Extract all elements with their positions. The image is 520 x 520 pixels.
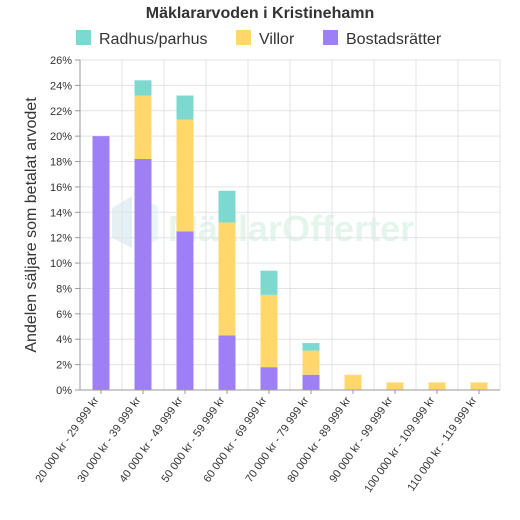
y-tick-label: 26% [50, 55, 72, 67]
y-tick-label: 2% [56, 360, 72, 372]
bars [92, 80, 488, 390]
y-tick-label: 12% [50, 233, 72, 245]
bar-segment [302, 343, 320, 351]
bar-segment [218, 222, 236, 336]
bar-segment [92, 136, 110, 390]
y-tick-label: 10% [50, 258, 72, 270]
bar-segment [176, 95, 194, 120]
bar-segment [260, 270, 278, 295]
bar-segment [134, 80, 152, 96]
legend-swatch [323, 30, 338, 45]
bar-segment [134, 95, 152, 159]
y-tick-label: 8% [56, 283, 72, 295]
bar-segment [428, 382, 446, 390]
legend-label: Villor [259, 31, 295, 48]
y-tick-label: 16% [50, 182, 72, 194]
bar-segment [344, 374, 362, 390]
y-tick-label: 18% [50, 157, 72, 169]
bar-segment [134, 159, 152, 390]
legend: Radhus/parhus Villor Bostadsrätter [76, 30, 442, 48]
y-tick-label: 0% [56, 385, 72, 397]
bar-segment [470, 382, 488, 390]
y-tick-label: 24% [50, 80, 72, 92]
y-tick-label: 22% [50, 106, 72, 118]
legend-swatch [76, 30, 91, 45]
bar-segment [218, 190, 236, 223]
bar-segment [260, 367, 278, 390]
x-tick-label: 100 000 kr - 109 999 kr [362, 395, 437, 495]
bar-segment [218, 335, 236, 390]
legend-label: Bostadsrätter [346, 31, 442, 48]
bar-segment [302, 350, 320, 375]
watermark-text: MäklarOfferter [168, 208, 414, 249]
y-axis-label: Andelen säljare som betalat arvodet [23, 97, 40, 353]
legend-label: Radhus/parhus [99, 31, 208, 48]
bar-segment [260, 294, 278, 368]
watermark: MäklarOfferter [112, 196, 414, 249]
y-tick-label: 4% [56, 334, 72, 346]
chart-title: Mäklararvoden i Kristinehamn [146, 5, 375, 22]
legend-swatch [236, 30, 251, 45]
bar-segment [176, 119, 194, 232]
y-tick-label: 6% [56, 309, 72, 321]
bar-segment [302, 374, 320, 390]
bar-segment [176, 231, 194, 390]
bar-segment [386, 382, 404, 390]
y-tick-label: 14% [50, 207, 72, 219]
y-tick-label: 20% [50, 131, 72, 143]
